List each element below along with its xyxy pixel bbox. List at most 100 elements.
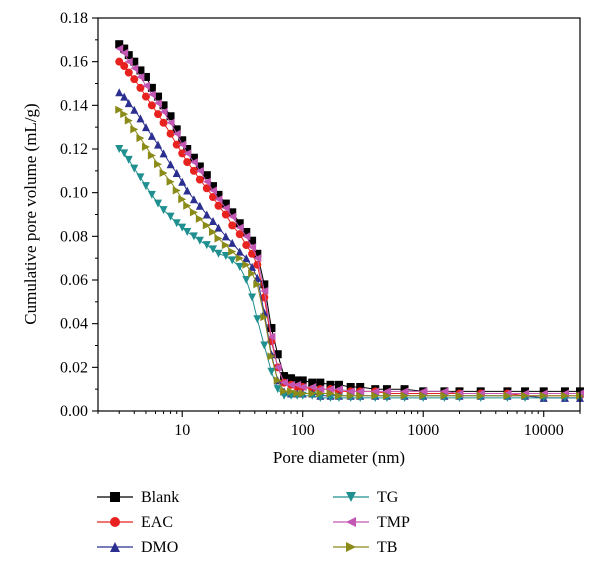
y-axis-title: Cumulative pore volume (mL/g)	[21, 103, 40, 324]
data-point	[195, 175, 204, 184]
data-point	[298, 376, 307, 385]
legend-item-tmp: TMP	[333, 514, 410, 531]
data-point	[440, 391, 449, 400]
data-point	[316, 378, 325, 387]
data-point	[273, 350, 282, 359]
data-point	[242, 227, 251, 236]
data-point	[115, 145, 124, 153]
data-point	[195, 201, 204, 210]
data-point	[214, 190, 223, 199]
data-point	[208, 227, 217, 236]
data-point	[371, 387, 380, 396]
data-point	[166, 177, 175, 186]
data-point	[136, 114, 145, 123]
data-point	[260, 280, 269, 289]
legend-marker	[346, 517, 356, 527]
series-line	[118, 148, 580, 399]
legend-label: Blank	[141, 489, 179, 506]
data-point	[521, 387, 530, 396]
legend-item-blank: Blank	[97, 489, 179, 506]
data-point	[120, 92, 129, 101]
data-point	[130, 57, 139, 66]
data-point	[189, 158, 198, 167]
data-point	[267, 367, 276, 376]
data-point	[316, 389, 325, 398]
data-point	[221, 210, 230, 219]
data-point	[189, 195, 198, 204]
data-point	[267, 324, 276, 333]
data-point	[166, 212, 175, 221]
data-point	[346, 391, 355, 400]
data-point	[115, 44, 124, 53]
data-point	[178, 195, 187, 204]
data-point	[202, 241, 211, 250]
data-point	[208, 245, 217, 254]
data-point	[154, 160, 163, 169]
data-point	[260, 313, 269, 322]
data-point	[189, 153, 198, 162]
series-tg	[115, 145, 584, 402]
data-point	[195, 166, 204, 175]
data-point	[183, 149, 192, 158]
legend-item-tg: TG	[333, 489, 399, 506]
data-point	[260, 341, 269, 350]
data-point	[242, 254, 251, 263]
data-point	[124, 68, 133, 77]
data-point	[202, 171, 211, 180]
data-point	[221, 232, 230, 241]
data-point	[287, 387, 296, 396]
data-point	[273, 376, 282, 385]
legend-item-eac: EAC	[97, 514, 173, 531]
data-point	[298, 382, 307, 391]
data-point	[214, 234, 223, 243]
legend-marker	[346, 492, 356, 502]
data-point	[147, 83, 156, 92]
data-point	[221, 203, 230, 212]
data-point	[560, 387, 569, 396]
data-point	[273, 385, 282, 394]
data-point	[124, 99, 133, 108]
data-point	[141, 81, 150, 90]
data-point	[166, 112, 175, 121]
y-tick-label: 0.04	[60, 316, 88, 333]
data-point	[221, 241, 230, 250]
data-point	[419, 391, 428, 400]
series-line	[118, 43, 580, 392]
data-point	[178, 177, 187, 186]
data-point	[346, 382, 355, 391]
data-point	[147, 90, 156, 99]
data-point	[202, 221, 211, 230]
x-tick-label: 10	[174, 422, 190, 439]
data-point	[371, 391, 380, 400]
data-point	[208, 182, 217, 191]
data-point	[159, 149, 168, 158]
data-point	[326, 380, 335, 389]
data-point	[400, 385, 409, 394]
data-point	[221, 199, 230, 208]
data-point	[382, 385, 391, 394]
data-point	[316, 385, 325, 394]
data-point	[419, 387, 428, 396]
data-point	[195, 162, 204, 171]
data-point	[189, 232, 198, 241]
data-point	[130, 75, 139, 84]
data-point	[154, 199, 163, 208]
legend-label: TG	[377, 489, 399, 506]
y-tick-label: 0.10	[60, 185, 88, 202]
data-point	[253, 280, 262, 289]
data-point	[136, 173, 145, 182]
data-point	[178, 136, 187, 145]
data-point	[228, 221, 237, 230]
data-point	[560, 391, 569, 400]
data-point	[183, 158, 192, 167]
data-point	[335, 385, 343, 394]
data-point	[280, 372, 289, 381]
series-tb	[115, 105, 584, 400]
y-tick-label: 0.18	[60, 10, 88, 27]
data-point	[178, 149, 187, 158]
data-point	[335, 391, 343, 400]
data-point	[120, 62, 129, 71]
data-point	[248, 243, 257, 252]
data-point	[195, 214, 204, 223]
